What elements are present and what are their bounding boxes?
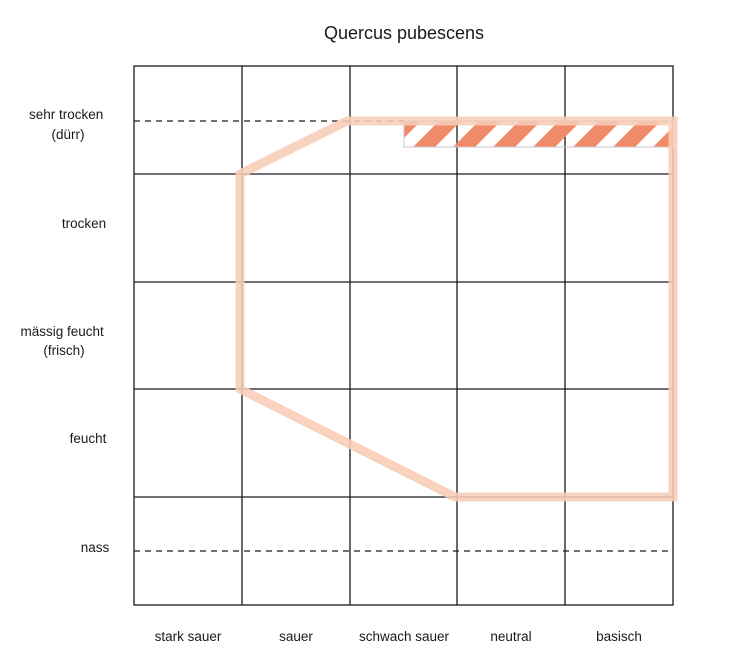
acidity-label-acidic: sauer — [279, 629, 313, 644]
grid — [133, 65, 674, 606]
moisture-label-moderately-moist: mässig feucht (frisch) — [20, 324, 107, 358]
acidity-label-strongly-acidic: stark sauer — [155, 629, 222, 644]
diagram-title: Quercus pubescens — [324, 23, 484, 43]
moisture-label-very-dry: sehr trocken (dürr) — [29, 107, 107, 142]
moisture-label-dry: trocken — [62, 216, 106, 231]
acidity-axis-labels: stark sauer sauer schwach sauer neutral … — [155, 629, 642, 644]
moisture-label-moist: feucht — [70, 431, 107, 446]
moisture-axis-labels: sehr trocken (dürr) trocken mässig feuch… — [20, 107, 109, 555]
extension-dashed-lines — [134, 120, 673, 552]
acidity-label-basic: basisch — [596, 629, 642, 644]
occurrence-range-outline — [235, 116, 678, 502]
moisture-label-wet: nass — [81, 540, 110, 555]
acidity-label-weakly-acidic: schwach sauer — [359, 629, 450, 644]
acidity-label-neutral: neutral — [490, 629, 531, 644]
